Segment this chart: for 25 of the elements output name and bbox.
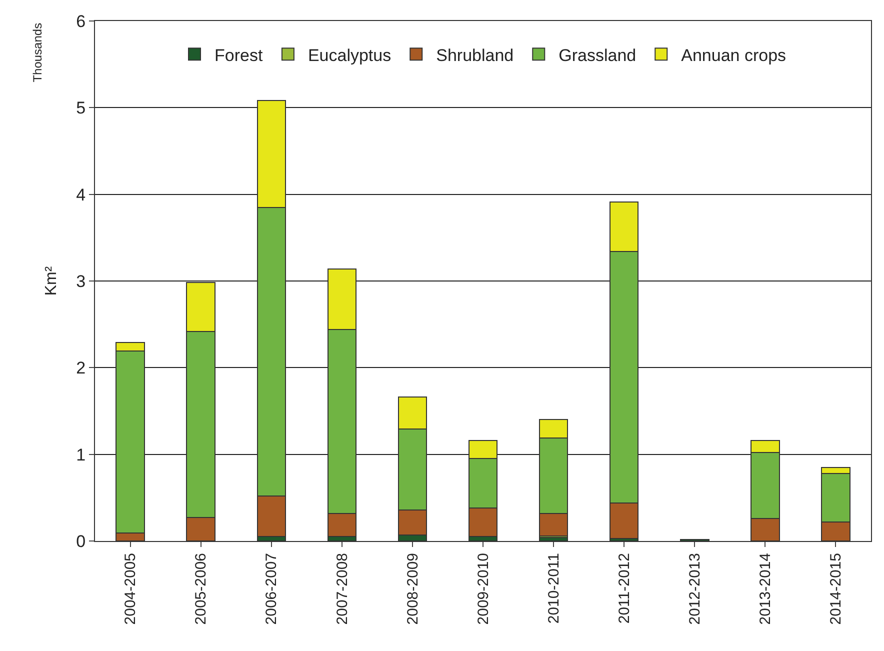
x-tick-label: 2006-2007 [263,553,280,625]
y-tick-label: 0 [76,532,86,551]
y-tick-label: 4 [76,185,86,204]
x-tick-label: 2005-2006 [192,553,210,625]
x-tick-label: 2010-2011 [545,553,562,624]
x-tick-label: 2007-2008 [334,553,351,625]
legend-label: Forest [214,46,263,65]
legend-label: Grassland [558,46,636,65]
y-tick-label: 1 [76,445,86,464]
y-tick-label: 3 [76,272,86,291]
y-axis-title: Km² [43,266,60,296]
x-tick-label: 2014-2015 [828,553,845,625]
legend-label: Eucalyptus [308,46,392,65]
legend-label: Shrubland [436,46,514,65]
x-tick-label: 2011-2012 [616,553,633,624]
x-tick-label: 2008-2009 [404,553,422,625]
x-tick-label: 2012-2013 [686,553,704,625]
text: Thousands [30,22,44,82]
x-tick-label: 2013-2014 [757,553,774,625]
legend-label: Annuan crops [681,46,786,65]
y-tick-label: 6 [76,12,86,31]
y-tick-label: 2 [76,358,86,378]
y-tick-label: 5 [76,98,86,118]
x-tick-label: 2004-2005 [122,553,140,625]
x-tick-label: 2009-2010 [474,553,492,625]
